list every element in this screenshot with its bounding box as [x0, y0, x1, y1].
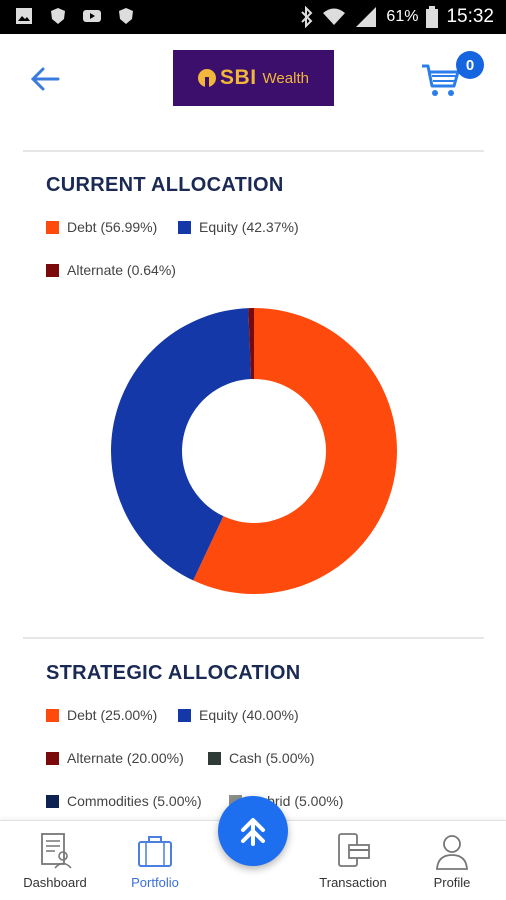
legend-swatch [178, 220, 191, 234]
legend-swatch [178, 708, 191, 722]
gallery-icon [16, 8, 32, 24]
legend-label: Equity (42.37%) [199, 219, 299, 235]
donut-slice-debt[interactable] [193, 308, 398, 594]
legend-item-cash[interactable]: Cash (5.00%) [208, 750, 315, 766]
shield-badge-icon [119, 8, 133, 24]
battery-icon [426, 6, 439, 28]
nav-label: Dashboard [23, 875, 87, 890]
legend-item-debt[interactable]: Debt (25.00%) [46, 707, 157, 723]
system-status: 61% 15:32 [300, 0, 494, 34]
legend-label: Alternate (20.00%) [67, 750, 184, 766]
scroll-to-top-button[interactable] [218, 796, 288, 866]
clock: 15:32 [446, 6, 494, 27]
sbi-logo-mark [198, 69, 217, 87]
donut-slice-alternate[interactable] [248, 308, 254, 380]
notification-icons [14, 6, 136, 26]
legend-label: Cash (5.00%) [229, 750, 315, 766]
legend-label: Equity (40.00%) [199, 707, 299, 723]
double-chevron-up-icon [241, 818, 265, 846]
current-allocation-title: CURRENT ALLOCATION [46, 174, 284, 196]
legend-swatch [208, 751, 221, 765]
nav-item-profile[interactable]: Profile [407, 831, 497, 899]
legend-item-commodities[interactable]: Commodities (5.00%) [46, 793, 202, 809]
legend-label: Debt (25.00%) [67, 707, 158, 723]
section-divider [23, 637, 484, 639]
nav-label: Transaction [319, 875, 387, 890]
app-header: SBI Wealth 0 [0, 34, 506, 124]
back-arrow-icon[interactable] [28, 64, 62, 94]
strategic-allocation-title: STRATEGIC ALLOCATION [46, 662, 301, 684]
section-divider [23, 150, 484, 152]
logo-text: Wealth [262, 69, 309, 87]
cart-icon[interactable] [420, 62, 460, 98]
nav-label: Profile [433, 875, 471, 890]
signal-icon [356, 7, 377, 27]
legend-label: Debt (56.99%) [67, 219, 158, 235]
youtube-icon [83, 10, 101, 22]
nav-item-transaction[interactable]: Transaction [308, 831, 398, 899]
legend-label: Alternate (0.64%) [67, 262, 176, 278]
legend-item-debt[interactable]: Debt (56.99%) [46, 219, 157, 235]
current-allocation-donut-chart[interactable] [110, 307, 398, 595]
legend-item-alternate[interactable]: Alternate (20.00%) [46, 750, 184, 766]
cart-count-badge[interactable]: 0 [456, 51, 484, 79]
legend-label: Commodities (5.00%) [67, 793, 202, 809]
nav-item-portfolio[interactable]: Portfolio [110, 831, 200, 899]
bluetooth-icon [301, 6, 313, 28]
sbi-wealth-logo: SBI Wealth [173, 50, 334, 106]
transaction-icon [338, 833, 370, 867]
nav-label: Portfolio [131, 875, 179, 890]
legend-item-equity[interactable]: Equity (42.37%) [178, 219, 299, 235]
profile-icon [436, 835, 468, 870]
donut-slice-equity[interactable] [111, 308, 252, 581]
logo-brand: SBI [220, 66, 257, 89]
shield-badge-icon [51, 8, 65, 24]
battery-percent: 61% [386, 8, 419, 25]
portfolio-briefcase-icon [138, 836, 172, 867]
legend-item-alternate[interactable]: Alternate (0.64%) [46, 262, 176, 278]
status-bar: 61% 15:32 [0, 0, 506, 34]
legend-swatch [46, 708, 59, 722]
legend-swatch [46, 220, 59, 234]
nav-item-dashboard[interactable]: Dashboard [10, 831, 100, 899]
legend-swatch [46, 263, 59, 277]
dashboard-icon [41, 833, 72, 869]
legend-swatch [46, 794, 59, 808]
legend-item-equity[interactable]: Equity (40.00%) [178, 707, 299, 723]
legend-swatch [46, 751, 59, 765]
wifi-icon [323, 8, 346, 25]
